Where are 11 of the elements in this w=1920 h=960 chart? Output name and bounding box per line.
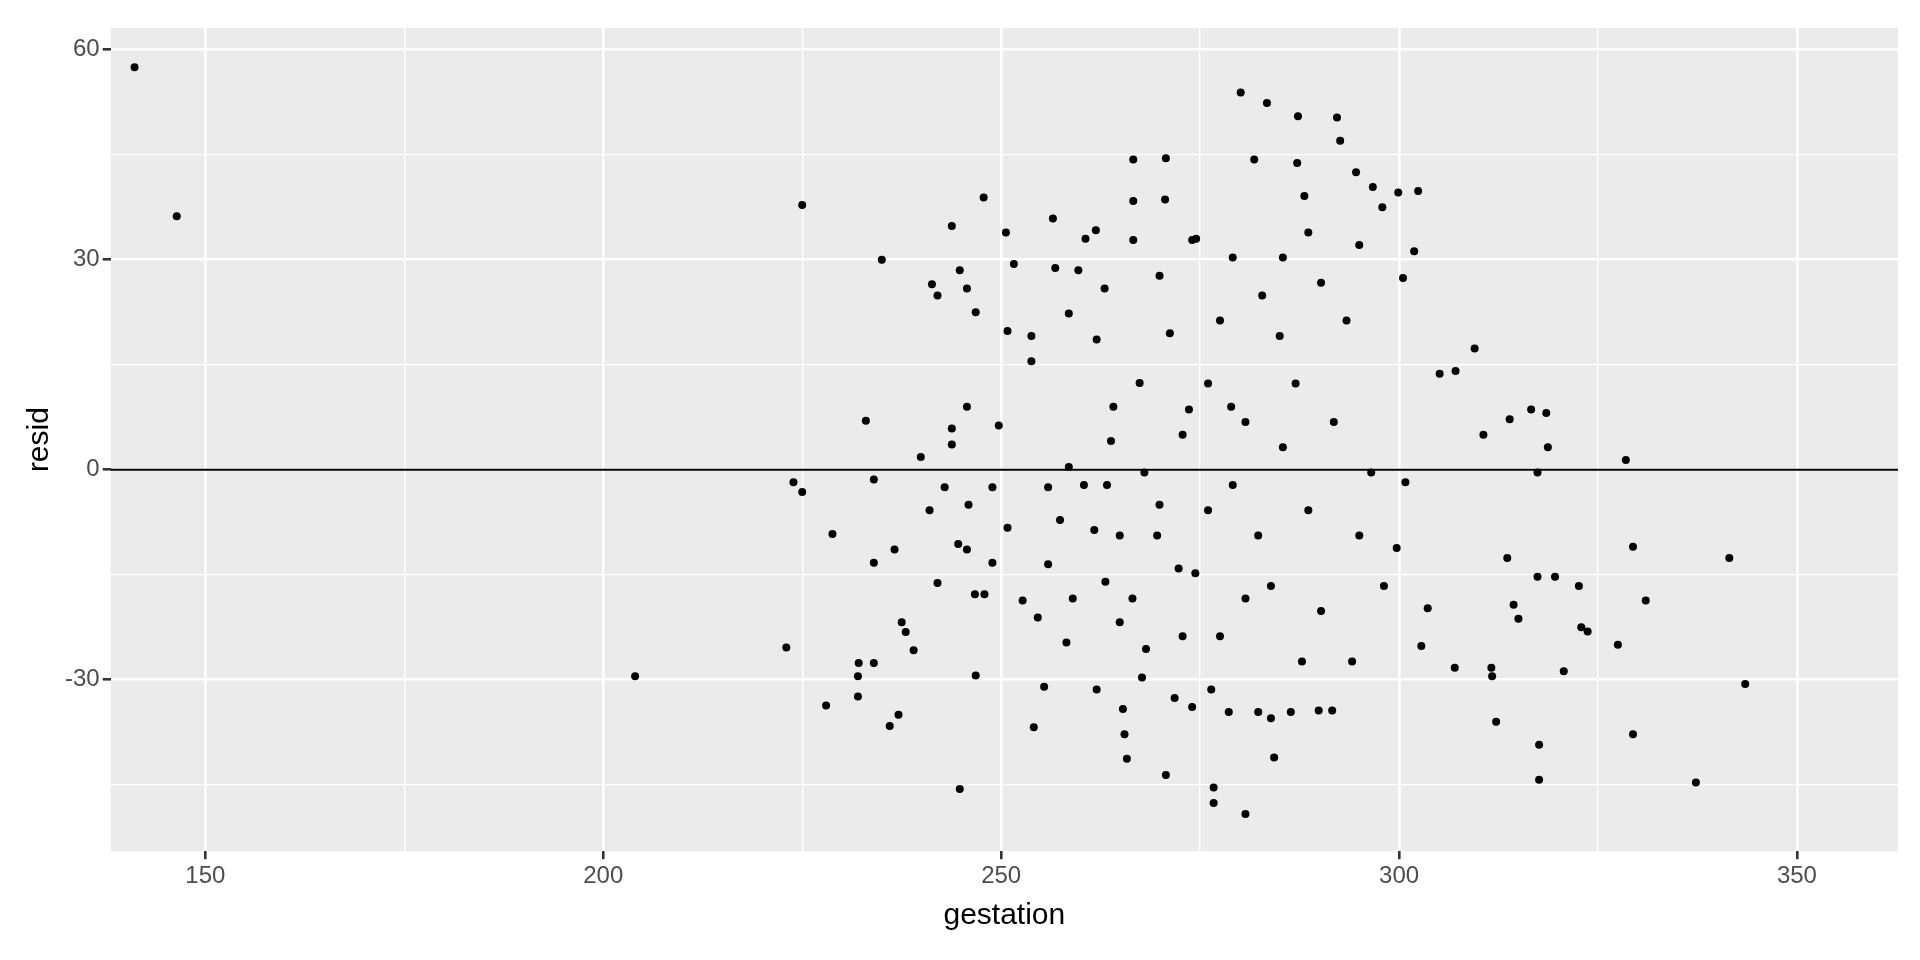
- x-tick-label: 350: [1776, 861, 1817, 889]
- x-tick-label: 300: [1379, 861, 1420, 889]
- x-tick-label: 250: [981, 861, 1022, 889]
- y-axis-title: resid: [21, 407, 55, 473]
- x-axis-title: gestation: [943, 897, 1066, 931]
- x-tick-label: 150: [185, 861, 226, 889]
- y-tick-label: 0: [86, 454, 100, 482]
- y-tick-label: 30: [72, 244, 100, 272]
- y-tick-label: -30: [65, 664, 100, 692]
- y-tick-label: 60: [72, 34, 100, 62]
- x-tick-label: 200: [583, 861, 624, 889]
